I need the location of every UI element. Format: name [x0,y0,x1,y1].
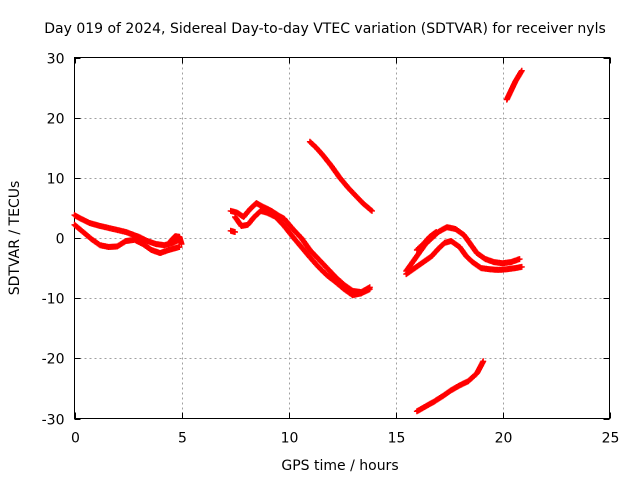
chart-title: Day 019 of 2024, Sidereal Day-to-day VTE… [44,21,606,37]
y-tick-label: -20 [42,352,65,368]
data-point [518,263,525,270]
data-point [232,229,238,235]
series-arc-4b [403,238,525,278]
x-tick-label: 5 [178,431,187,447]
grid [74,57,610,419]
series-arc-1a [71,212,183,249]
y-axis-label: SDTVAR / TECUs [7,181,23,296]
y-tick-label: -30 [42,413,65,429]
data-point [369,207,375,214]
y-tick-label: 0 [56,232,65,248]
y-tick-label: -10 [42,292,65,308]
data-point [518,67,525,74]
x-tick-label: 25 [602,431,620,447]
series-arc-5 [413,358,487,415]
series-arc-1b [71,221,183,256]
y-tick-label: 20 [47,112,65,128]
x-tick-label: 20 [495,431,513,447]
data-point [366,286,373,293]
x-axis-label: GPS time / hours [281,458,398,474]
x-axis-ticks: 0 5 10 15 20 25 [71,57,620,447]
series-arc-2c [227,227,238,235]
series-arc-1c [167,233,185,247]
series-arc-6 [503,67,525,103]
series-arc-4a [403,224,523,275]
data-point [178,241,185,247]
series-arc-4c [413,229,440,253]
data-point [433,229,440,235]
y-tick-label: 10 [47,172,65,188]
y-axis-ticks: -30 -20 -10 0 10 20 30 [42,52,610,429]
data-point [480,358,487,365]
series-arc-3 [306,138,375,214]
data-point [516,256,523,263]
x-tick-label: 15 [388,431,406,447]
x-tick-label: 0 [71,431,80,447]
x-tick-label: 10 [281,431,299,447]
series-arc-2b [232,207,373,299]
data-marks [71,67,525,415]
series-arc-2a [227,200,373,296]
y-tick-label: 30 [47,52,65,68]
